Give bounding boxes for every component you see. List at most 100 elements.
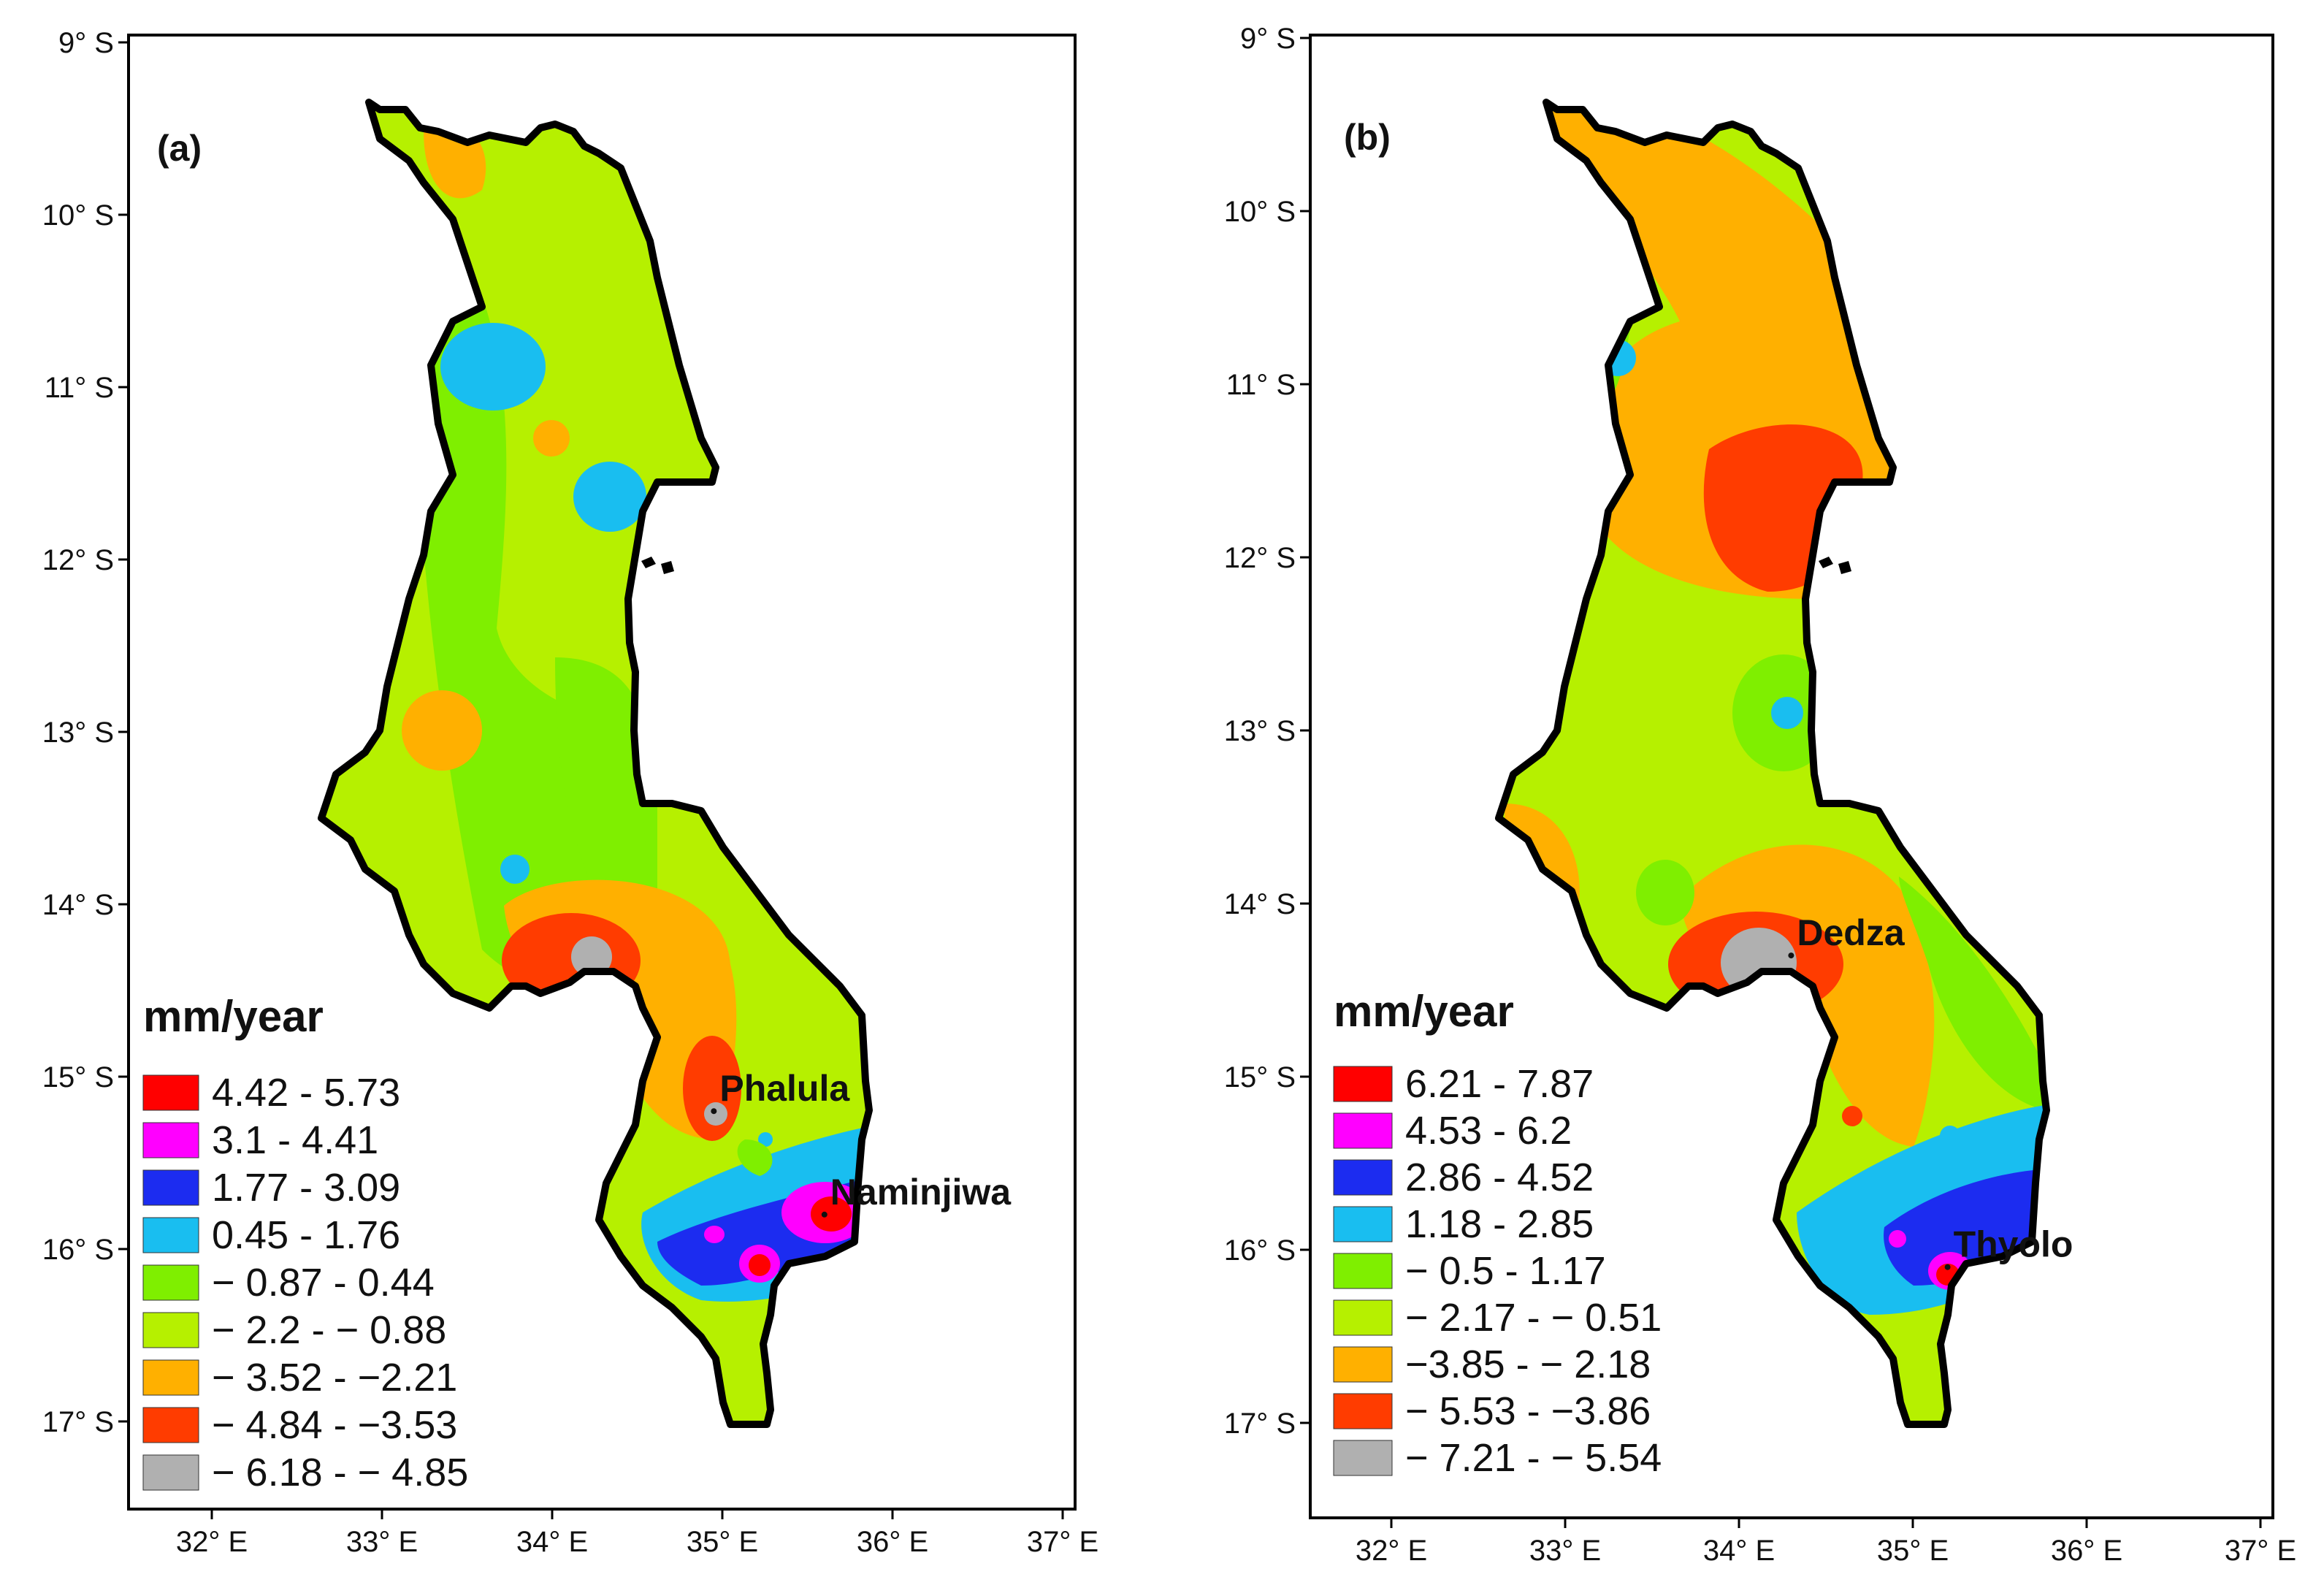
panel-b-y-tick-label: 16° S xyxy=(1224,1234,1296,1267)
panel-a-legend-label: − 6.18 - − 4.85 xyxy=(212,1451,468,1494)
panel-b-legend-swatch xyxy=(1333,1066,1393,1102)
panel-b-station-label: Thyolo xyxy=(1954,1224,2073,1265)
panel-a-y-tick-label: 14° S xyxy=(42,889,114,921)
panel-a-y-tick-label: 15° S xyxy=(42,1061,114,1093)
panel-a-x-axis: 32° E 33° E 34° E 35° E 36° E 37° E xyxy=(176,1509,1098,1558)
panel-b-y-tick-label: 9° S xyxy=(1240,23,1296,55)
panel-a-x-tick-label: 33° E xyxy=(346,1526,418,1558)
panel-a-y-tick-label: 13° S xyxy=(42,717,114,749)
panel-a-legend-label: − 2.2 - − 0.88 xyxy=(212,1308,446,1352)
panel-b-country-outline xyxy=(1495,99,2050,1428)
panel-a-legend-swatch xyxy=(142,1407,199,1443)
panel-b-legend-label: − 2.17 - − 0.51 xyxy=(1405,1296,1662,1340)
panel-b-station-marker xyxy=(1788,952,1794,959)
panel-a-region xyxy=(811,1196,852,1232)
panel-b-legend-label: − 7.21 - − 5.54 xyxy=(1405,1436,1662,1480)
panel-b-region xyxy=(1703,424,1863,592)
panel-a-region xyxy=(704,1226,725,1243)
panel-b-region xyxy=(1842,1106,1862,1126)
panel-a-region xyxy=(502,913,641,1008)
panel-a-station-marker xyxy=(821,1211,827,1218)
panel-a-y-tick-label: 16° S xyxy=(42,1234,114,1266)
panel-b-legend-label: 4.53 - 6.2 xyxy=(1405,1109,1572,1153)
panel-b-y-tick-label: 13° S xyxy=(1224,715,1296,747)
panel-a-label: (a) xyxy=(157,128,202,169)
panel-a-legend: mm/year 4.42 - 5.733.1 - 4.411.77 - 3.09… xyxy=(142,992,468,1494)
panel-b-region xyxy=(1899,877,2045,1110)
panel-a-x-tick-label: 36° E xyxy=(857,1526,928,1558)
panel-a-legend-title: mm/year xyxy=(143,992,324,1041)
panel-a-country-outline xyxy=(318,99,873,1428)
panel-b-y-tick-label: 17° S xyxy=(1224,1408,1296,1440)
panel-b-legend-label: − 5.53 - −3.86 xyxy=(1405,1389,1651,1433)
panel-b-legend-label: 6.21 - 7.87 xyxy=(1405,1062,1594,1106)
panel-a-region xyxy=(571,936,612,977)
panel-a-legend-label: 1.77 - 3.09 xyxy=(212,1166,400,1210)
panel-b-legend-label: 1.18 - 2.85 xyxy=(1405,1202,1594,1246)
panel-a-y-tick-label: 11° S xyxy=(45,372,114,404)
panel-b-legend-swatch xyxy=(1333,1393,1393,1429)
panel-a-region xyxy=(533,420,570,457)
panel-a-legend-items: 4.42 - 5.733.1 - 4.411.77 - 3.090.45 - 1… xyxy=(142,1071,468,1494)
panel-a-legend-label: − 0.87 - 0.44 xyxy=(212,1261,435,1305)
panel-a-station-label: Phalula xyxy=(719,1068,850,1109)
panel-a-legend-label: − 4.84 - −3.53 xyxy=(212,1403,457,1447)
panel-a-region xyxy=(573,462,646,532)
panel-b-station-marker xyxy=(1944,1264,1951,1270)
panel-a-region xyxy=(500,855,530,884)
panel-b-x-tick-label: 37° E xyxy=(2225,1535,2296,1567)
panel-b-legend-swatch xyxy=(1333,1159,1393,1196)
panel-a-legend-swatch xyxy=(142,1454,199,1491)
panel-a-legend-swatch xyxy=(142,1312,199,1348)
panel-a-legend-swatch xyxy=(142,1264,199,1301)
panel-a-stations: Phalula Naminjiwa xyxy=(711,1068,1012,1218)
panel-b-legend-swatch xyxy=(1333,1346,1393,1383)
panel-b-x-tick-label: 32° E xyxy=(1356,1535,1427,1567)
panel-b-frame xyxy=(1309,34,2274,1519)
panel-b-y-axis: 9° S 10° S 11° S 12° S 13° S 14° S 15° S 16° S 1… xyxy=(1224,23,1310,1440)
panel-b-x-tick-label: 34° E xyxy=(1703,1535,1775,1567)
panel-a-legend-swatch xyxy=(142,1074,199,1111)
panel-a-legend-label: 0.45 - 1.76 xyxy=(212,1213,400,1257)
panel-b-region xyxy=(1889,1230,1906,1248)
panel-b-legend-swatch xyxy=(1333,1206,1393,1242)
panel-b-y-tick-label: 12° S xyxy=(1224,542,1296,574)
panel-b-y-tick-label: 11° S xyxy=(1226,369,1296,401)
panel-a-station-label: Naminjiwa xyxy=(830,1172,1012,1213)
panel-b: 9° S 10° S 11° S 12° S 13° S 14° S 15° S 16° S 1… xyxy=(1224,23,2296,1567)
panel-b-legend-swatch xyxy=(1333,1112,1393,1149)
panel-a-islands xyxy=(641,557,674,574)
panel-a: 9° S 10° S 11° S 12° S 13° S 14° S 15° S 16° S 1… xyxy=(42,27,1098,1558)
panel-b-y-tick-label: 10° S xyxy=(1224,196,1296,228)
panel-a-region xyxy=(704,1102,727,1126)
panel-b-legend-swatch xyxy=(1333,1299,1393,1336)
panel-b-legend-swatch xyxy=(1333,1440,1393,1476)
panel-a-region xyxy=(749,1254,771,1276)
panel-b-label: (b) xyxy=(1344,117,1391,158)
panel-b-islands xyxy=(1819,557,1851,574)
panel-a-legend-label: − 3.52 - −2.21 xyxy=(212,1356,457,1400)
panel-b-x-tick-label: 33° E xyxy=(1529,1535,1601,1567)
panel-a-region xyxy=(402,690,482,771)
panel-a-region xyxy=(758,1132,773,1147)
panel-b-legend-label: 2.86 - 4.52 xyxy=(1405,1156,1594,1199)
panel-b-stations: Dedza Thyolo xyxy=(1788,912,2073,1270)
panel-a-region xyxy=(440,323,546,411)
panel-a-legend-swatch xyxy=(142,1359,199,1396)
panel-a-x-tick-label: 37° E xyxy=(1027,1526,1098,1558)
panel-a-x-tick-label: 35° E xyxy=(687,1526,758,1558)
panel-a-y-tick-label: 12° S xyxy=(42,544,114,576)
panel-b-legend-swatch xyxy=(1333,1253,1393,1289)
panel-b-legend-label: −3.85 - − 2.18 xyxy=(1405,1343,1651,1386)
panel-b-x-axis: 32° E 33° E 34° E 35° E 36° E 37° E xyxy=(1356,1518,2296,1567)
panel-a-legend-swatch xyxy=(142,1217,199,1253)
panel-a-frame xyxy=(127,34,1077,1511)
panel-a-y-tick-label: 10° S xyxy=(42,199,114,232)
panel-a-legend-label: 3.1 - 4.41 xyxy=(212,1118,378,1162)
panel-b-x-tick-label: 35° E xyxy=(1877,1535,1949,1567)
panel-a-y-tick-label: 9° S xyxy=(58,27,114,59)
panel-a-legend-swatch xyxy=(142,1122,199,1158)
panel-a-legend-label: 4.42 - 5.73 xyxy=(212,1071,400,1115)
